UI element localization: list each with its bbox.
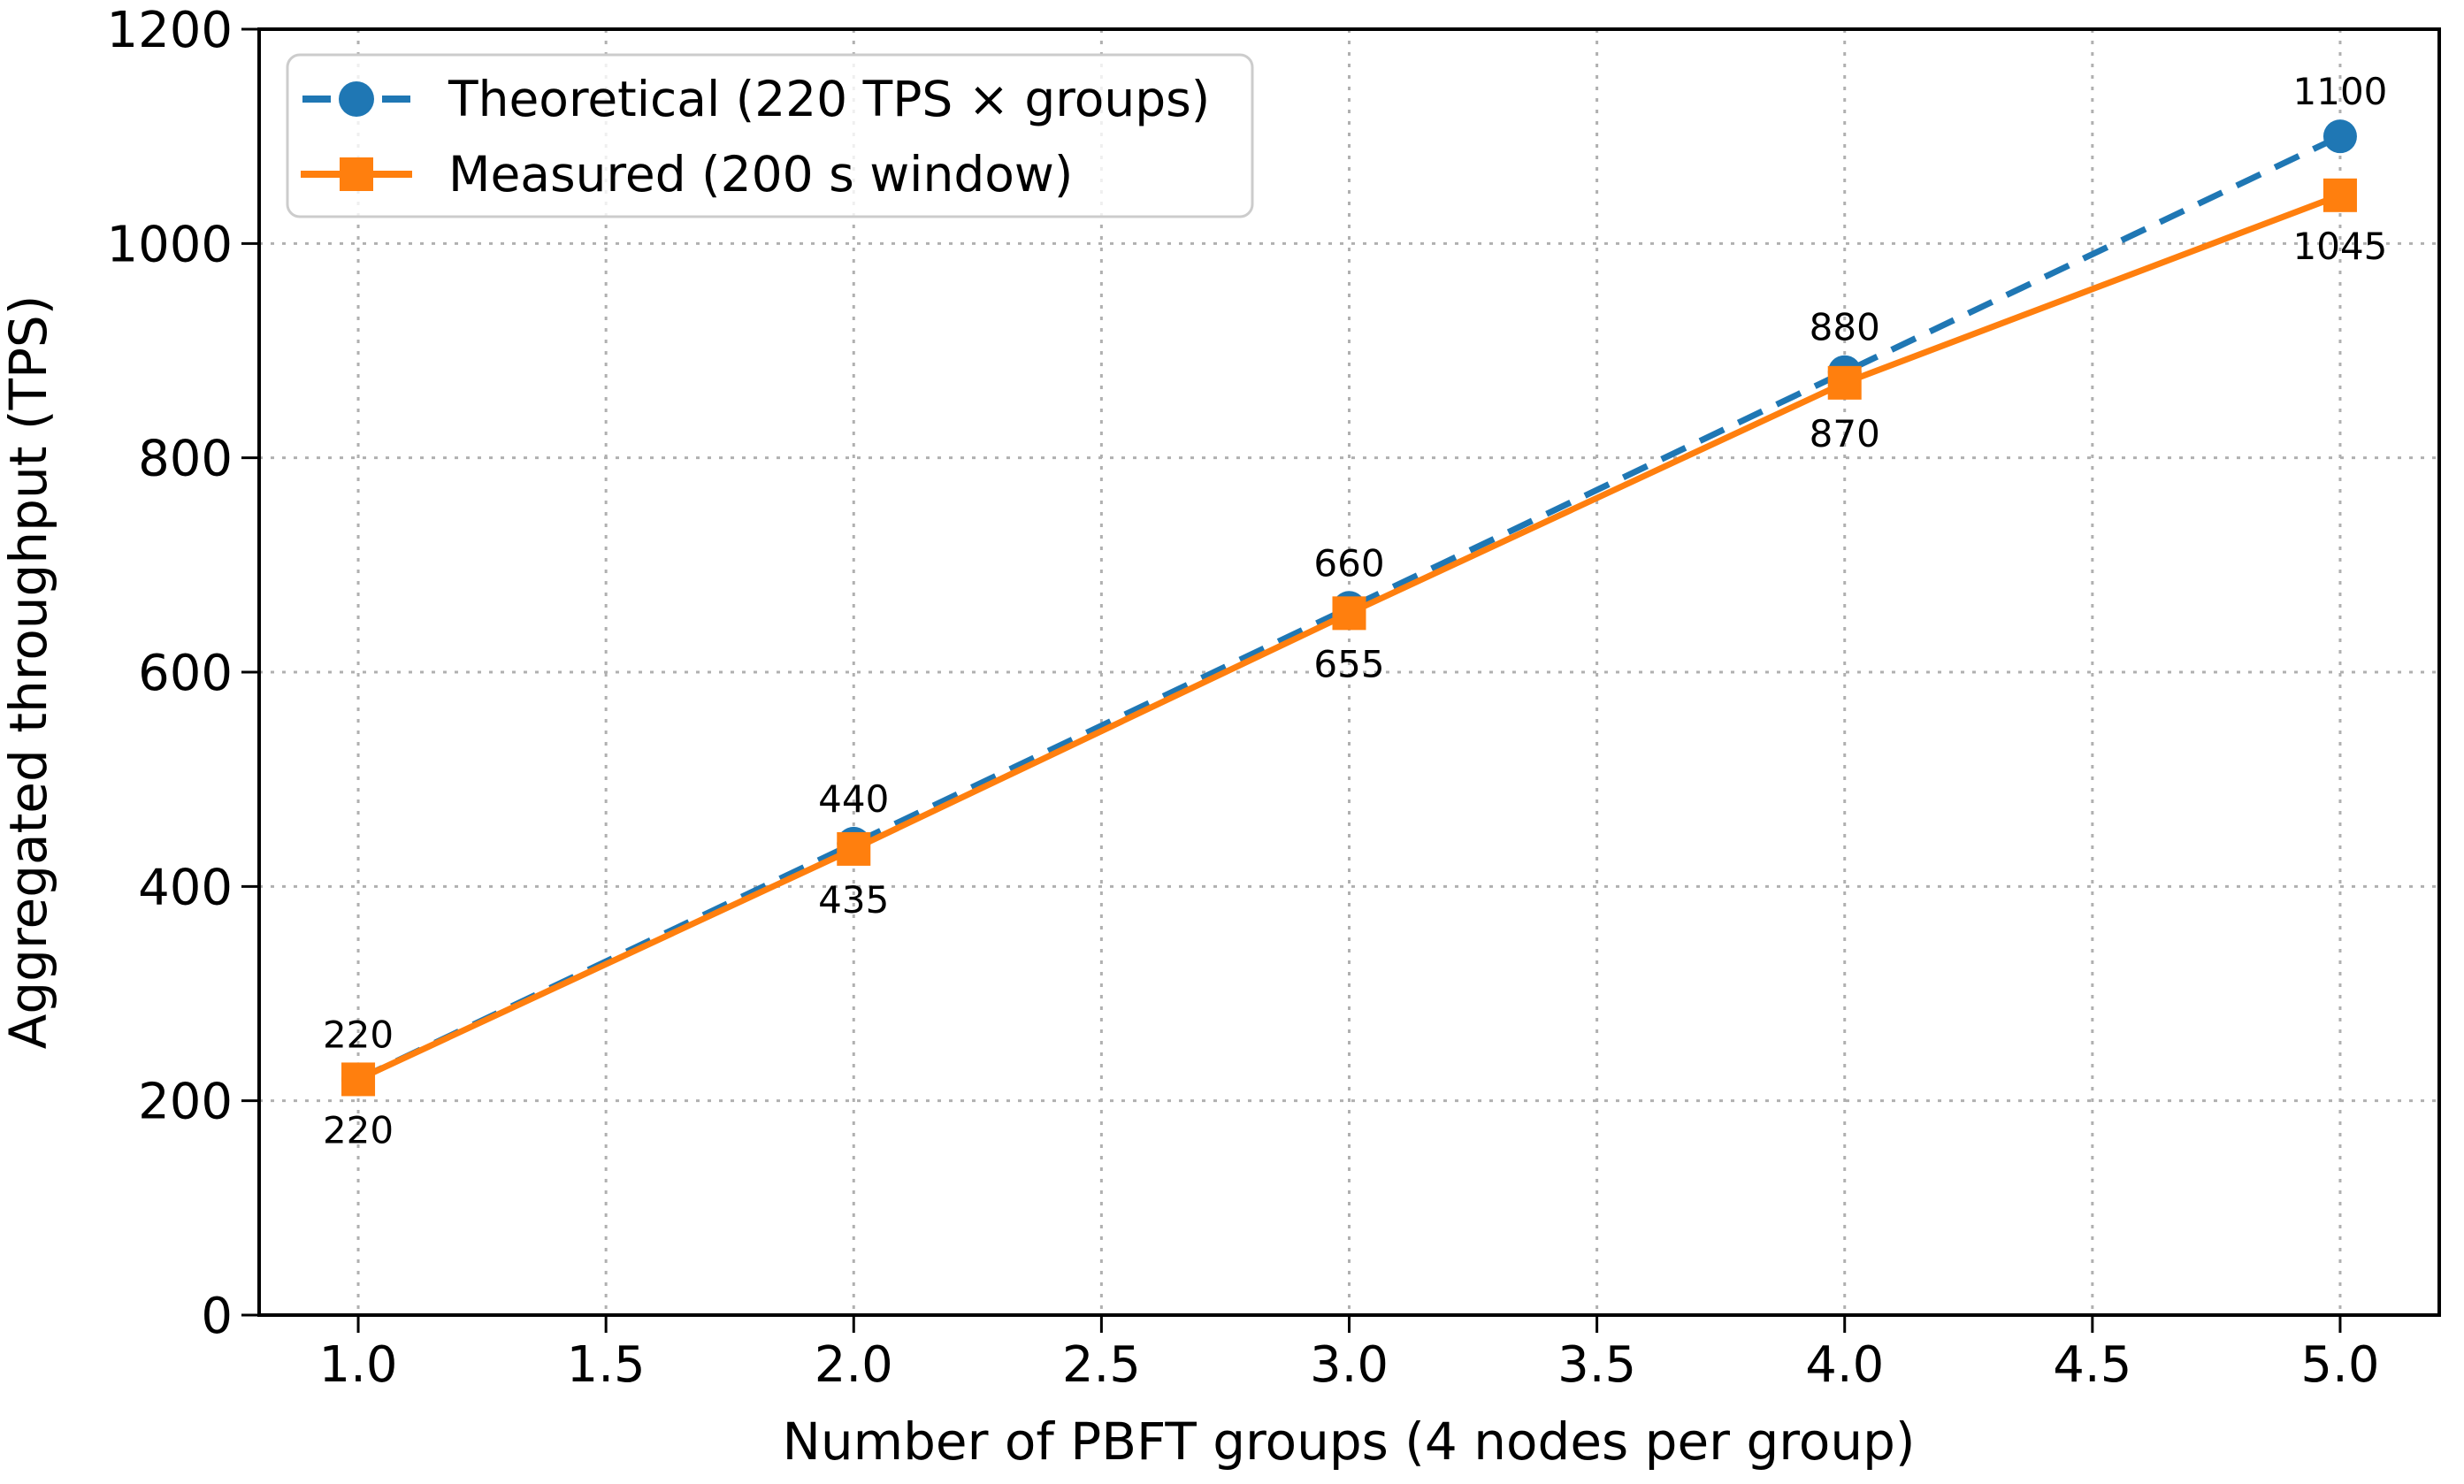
- y-tick-label-200: 200: [138, 1074, 233, 1131]
- x-tick-label-5.0: 5.0: [2300, 1336, 2379, 1394]
- legend-label-theoretical: Theoretical (220 TPS × groups): [448, 71, 1210, 127]
- point-label-theoretical-1100: 1100: [2293, 70, 2388, 113]
- y-tick-label-600: 600: [138, 645, 233, 702]
- legend-entry-measured: Measured (200 s window): [301, 146, 1073, 203]
- x-tick-label-2.0: 2.0: [815, 1336, 893, 1394]
- measured-square-marker: [1332, 596, 1366, 631]
- point-label-theoretical-880: 880: [1810, 306, 1880, 349]
- legend-entry-theoretical: Theoretical (220 TPS × groups): [302, 71, 1210, 127]
- x-tick-label-2.5: 2.5: [1062, 1336, 1141, 1394]
- point-label-measured-220: 220: [323, 1108, 394, 1151]
- measured-line: [356, 192, 2342, 1082]
- x-tick-label-3.0: 3.0: [1310, 1336, 1389, 1394]
- y-tick-label-800: 800: [138, 431, 233, 488]
- y-tick-label-0: 0: [201, 1288, 233, 1345]
- measured-square-marker: [1827, 365, 1862, 400]
- point-label-measured-1045: 1045: [2293, 225, 2388, 268]
- point-annotations-layer: 220 440 660 880 1100 220 435 655 870 1045: [323, 70, 2387, 1151]
- point-label-measured-435: 435: [818, 878, 889, 922]
- x-tick-label-3.5: 3.5: [1557, 1336, 1636, 1394]
- x-tick-label-4.5: 4.5: [2053, 1336, 2131, 1394]
- series-layer: [341, 119, 2357, 1097]
- measured-square-marker: [341, 1062, 376, 1097]
- point-label-theoretical-440: 440: [818, 777, 889, 821]
- x-tick-label-1.5: 1.5: [567, 1336, 646, 1394]
- legend: Theoretical (220 TPS × groups) Measured …: [286, 53, 1254, 218]
- theoretical-line: [356, 134, 2342, 1082]
- x-axis-label: Number of PBFT groups (4 nodes per group…: [782, 1411, 1915, 1472]
- legend-label-measured: Measured (200 s window): [448, 146, 1073, 203]
- point-label-measured-655: 655: [1313, 642, 1384, 685]
- legend-box: [286, 53, 1254, 218]
- measured-square-marker: [837, 831, 871, 866]
- y-tick-label-1000: 1000: [106, 216, 233, 273]
- point-label-theoretical-660: 660: [1313, 541, 1384, 585]
- measured-square-marker: [2322, 178, 2357, 212]
- x-tick-label-1.0: 1.0: [319, 1336, 398, 1394]
- y-tick-label-1200: 1200: [106, 2, 233, 59]
- square-marker-swatch: [340, 157, 373, 191]
- y-axis-label: Aggregated throughput (TPS): [0, 295, 58, 1050]
- x-tick-label-4.0: 4.0: [1805, 1336, 1884, 1394]
- theoretical-circle-marker: [2322, 119, 2357, 154]
- point-label-measured-870: 870: [1810, 412, 1880, 455]
- series-measured: [341, 178, 2357, 1097]
- circle-marker-swatch: [339, 81, 374, 117]
- axes-layer: 1.0 1.5 2.0 2.5 3.0 3.5 4.0 4.5 5.0 0 200 400 600 800…: [106, 2, 2441, 1394]
- y-tick-label-400: 400: [138, 859, 233, 916]
- point-label-theoretical-220: 220: [323, 1013, 394, 1056]
